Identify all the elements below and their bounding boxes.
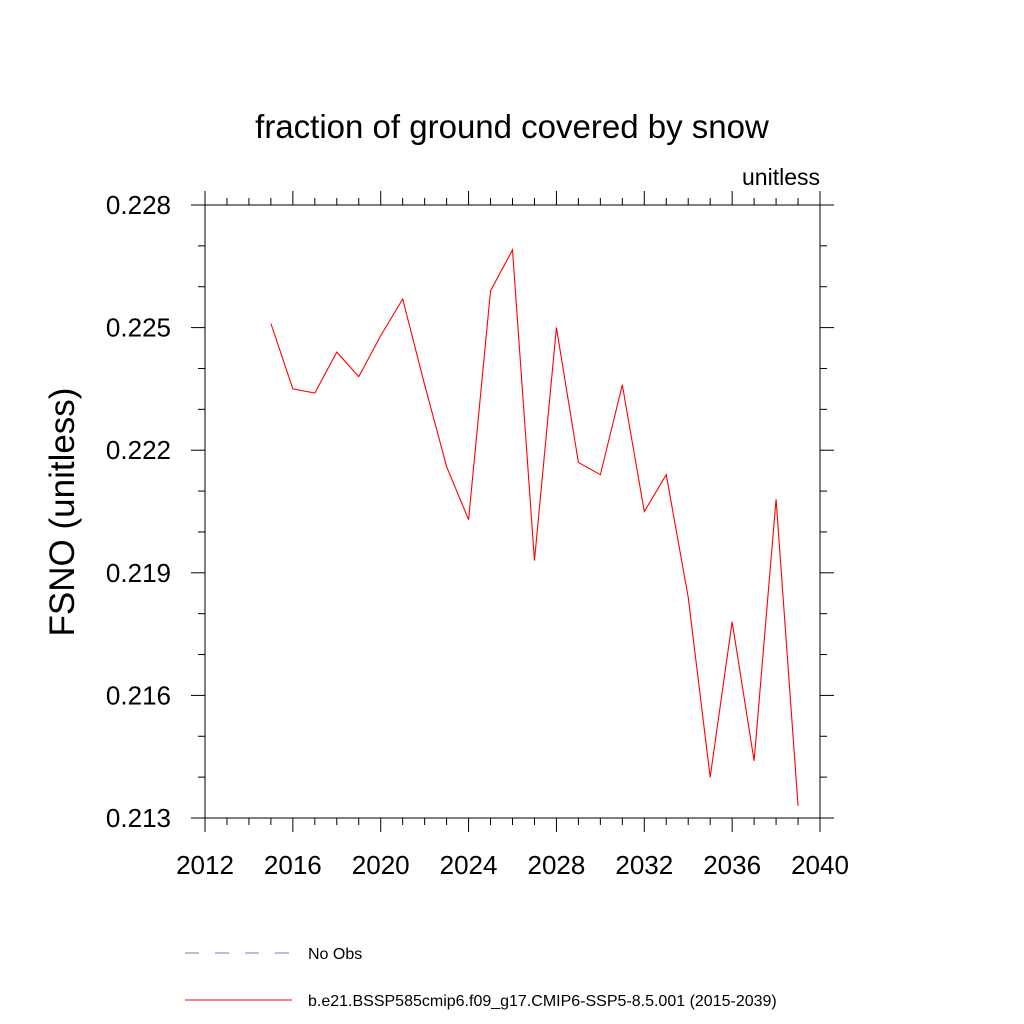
y-axis-ticks: 0.213 0.216 0.219 0.222 0.225 0.228	[106, 190, 834, 833]
legend-label-no-obs: No Obs	[308, 946, 362, 963]
legend: No Obs b.e21.BSSP585cmip6.f09_g17.CMIP6-…	[185, 946, 777, 1010]
y-tick-label: 0.219	[106, 558, 171, 588]
plot-area	[270, 248, 799, 806]
y-tick-label: 0.225	[106, 313, 171, 343]
axes	[204, 204, 821, 819]
plot-frame	[204, 204, 821, 819]
units-label: unitless	[742, 164, 820, 190]
y-tick-label: 0.222	[106, 435, 171, 465]
x-axis-ticks: 2012 2016 2020 2024 2028 2032 2036 2040	[176, 191, 849, 880]
x-tick-label: 2032	[615, 850, 673, 880]
y-tick-label: 0.216	[106, 680, 171, 710]
x-tick-label: 2024	[440, 850, 498, 880]
y-tick-label: 0.228	[106, 190, 171, 220]
chart-title: fraction of ground covered by snow	[255, 108, 769, 145]
series-line	[270, 248, 799, 806]
x-tick-label: 2020	[352, 850, 410, 880]
legend-label-series: b.e21.BSSP585cmip6.f09_g17.CMIP6-SSP5-8.…	[308, 993, 777, 1010]
x-tick-label: 2012	[176, 850, 234, 880]
x-tick-label: 2036	[703, 850, 761, 880]
y-axis-label: FSNO (unitless)	[43, 388, 82, 637]
x-tick-label: 2028	[528, 850, 586, 880]
y-tick-label: 0.213	[106, 803, 171, 833]
x-tick-label: 2040	[791, 850, 849, 880]
x-tick-label: 2016	[264, 850, 322, 880]
